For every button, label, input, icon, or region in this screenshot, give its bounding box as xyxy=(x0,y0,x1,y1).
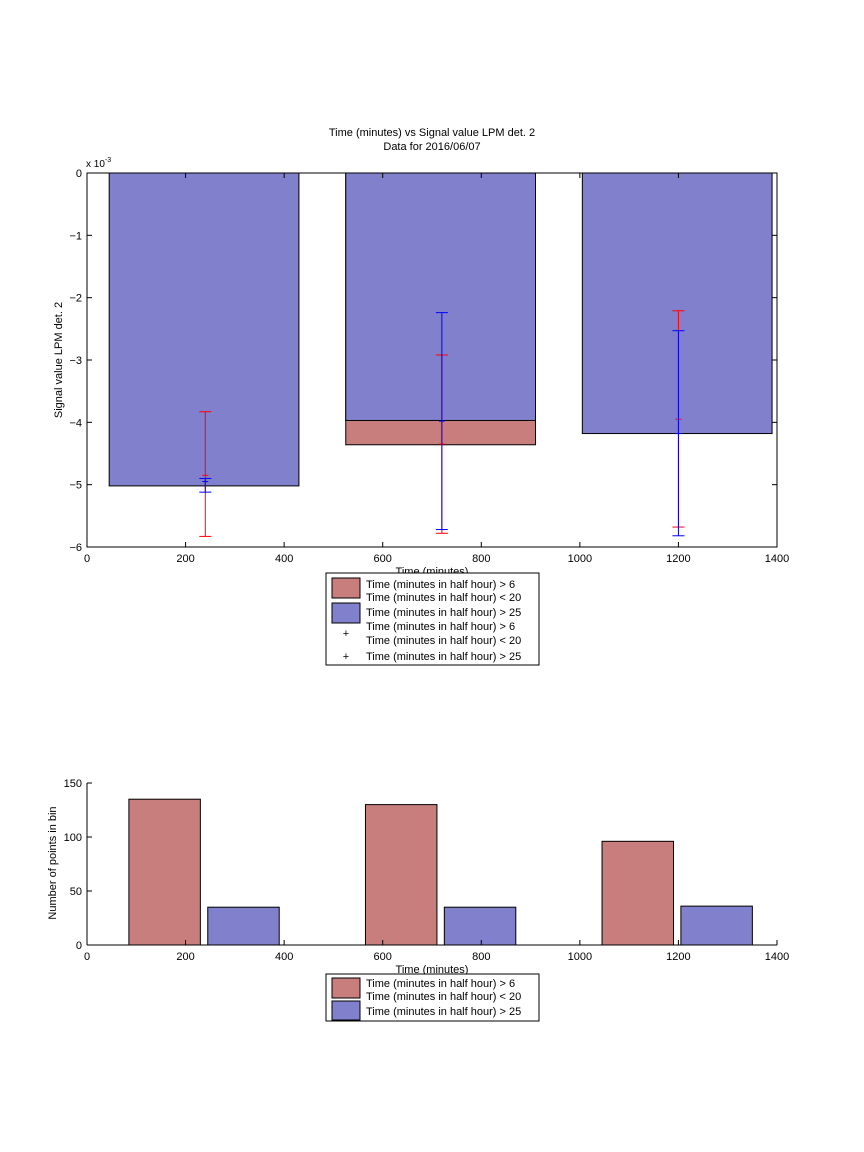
x-tick-label: 1400 xyxy=(765,951,789,963)
y-tick-label: −3 xyxy=(69,355,82,367)
x-tick-label: 400 xyxy=(275,951,293,963)
chart-subtitle: Data for 2016/06/07 xyxy=(383,141,480,153)
top-x-ticks: 0 200 400 600 800 1000 1200 1400 xyxy=(84,173,789,565)
bottom-legend-box xyxy=(325,973,540,1022)
x-tick-label: 200 xyxy=(176,951,194,963)
legend-label: Time (minutes in half hour) < 20 xyxy=(366,592,521,604)
y-tick-label: −2 xyxy=(69,293,82,305)
x-tick-label: 1200 xyxy=(666,951,690,963)
x-tick-label: 0 xyxy=(84,951,90,963)
x-tick-label: 200 xyxy=(176,553,194,565)
y-tick-label: 0 xyxy=(76,168,82,180)
bottom-y-axis-label: Number of points in bin xyxy=(47,806,59,919)
legend-label: Time (minutes in half hour) < 20 xyxy=(366,635,521,647)
legend-patch-red xyxy=(331,977,361,999)
legend-label: Time (minutes in half hour) > 25 xyxy=(366,651,521,663)
legend-label: Time (minutes in half hour) > 25 xyxy=(366,607,521,619)
y-tick-label: 100 xyxy=(64,832,82,844)
y-tick-label: −5 xyxy=(69,480,82,492)
x-tick-label: 1000 xyxy=(568,553,592,565)
y-tick-label: −1 xyxy=(69,230,82,242)
legend-marker-blue: + xyxy=(343,651,349,663)
bottom-bars xyxy=(128,798,753,946)
y-tick-label: −4 xyxy=(69,417,82,429)
x-tick-label: 600 xyxy=(374,553,392,565)
y-tick-label: 150 xyxy=(64,778,82,790)
bottom-x-axis-label: Time (minutes) xyxy=(396,964,469,976)
legend-patch-blue xyxy=(331,1000,361,1021)
legend-label: Time (minutes in half hour) > 6 xyxy=(366,579,515,591)
bar-blue xyxy=(108,172,300,487)
bar-blue xyxy=(680,905,753,946)
top-y-axis-label: Signal value LPM det. 2 xyxy=(53,302,65,418)
y-tick-label: −6 xyxy=(69,542,82,554)
y-exponent-label: x 10-3 xyxy=(86,157,111,170)
chart-top: Time (minutes) vs Signal value LPM det. … xyxy=(53,127,789,666)
bottom-y-ticks: 0 50 100 150 xyxy=(64,778,92,952)
bar-red xyxy=(364,804,438,946)
x-tick-label: 1200 xyxy=(666,553,690,565)
top-errorbars xyxy=(199,310,685,537)
bottom-legend: Time (minutes in half hour) > 6 Time (mi… xyxy=(325,973,540,1022)
top-bars xyxy=(108,172,773,487)
x-tick-label: 800 xyxy=(472,951,490,963)
bar-blue xyxy=(443,906,517,946)
y-tick-label: 50 xyxy=(70,886,82,898)
y-exponent-power: -3 xyxy=(105,157,111,164)
legend-label: Time (minutes in half hour) > 6 xyxy=(366,978,515,990)
legend-label: Time (minutes in half hour) > 25 xyxy=(366,1006,521,1018)
top-legend: Time (minutes in half hour) > 6 Time (mi… xyxy=(325,572,540,666)
bar-blue xyxy=(207,906,280,946)
bar-blue xyxy=(345,172,536,421)
bar-red xyxy=(601,840,674,946)
legend-patch-red xyxy=(331,577,361,599)
x-tick-label: 1000 xyxy=(568,951,592,963)
top-legend-box xyxy=(325,572,540,666)
chart-bottom: 0 200 400 600 800 1000 1200 1400 0 50 100 150 Time… xyxy=(47,778,789,1022)
bar-red xyxy=(128,798,201,946)
x-tick-label: 0 xyxy=(84,553,90,565)
y-tick-label: 0 xyxy=(76,940,82,952)
chart-title: Time (minutes) vs Signal value LPM det. … xyxy=(329,127,535,139)
top-y-ticks: 0 −1 −2 −3 −4 −5 −6 xyxy=(69,168,777,554)
legend-patch-blue xyxy=(331,602,361,624)
bottom-x-ticks: 0 200 400 600 800 1000 1200 1400 xyxy=(84,940,789,963)
x-tick-label: 400 xyxy=(275,553,293,565)
x-tick-label: 800 xyxy=(472,553,490,565)
legend-label: Time (minutes in half hour) < 20 xyxy=(366,991,521,1003)
legend-marker-red: + xyxy=(343,628,349,640)
x-tick-label: 600 xyxy=(374,951,392,963)
legend-label: Time (minutes in half hour) > 6 xyxy=(366,621,515,633)
x-tick-label: 1400 xyxy=(765,553,789,565)
bar-blue xyxy=(581,172,773,435)
